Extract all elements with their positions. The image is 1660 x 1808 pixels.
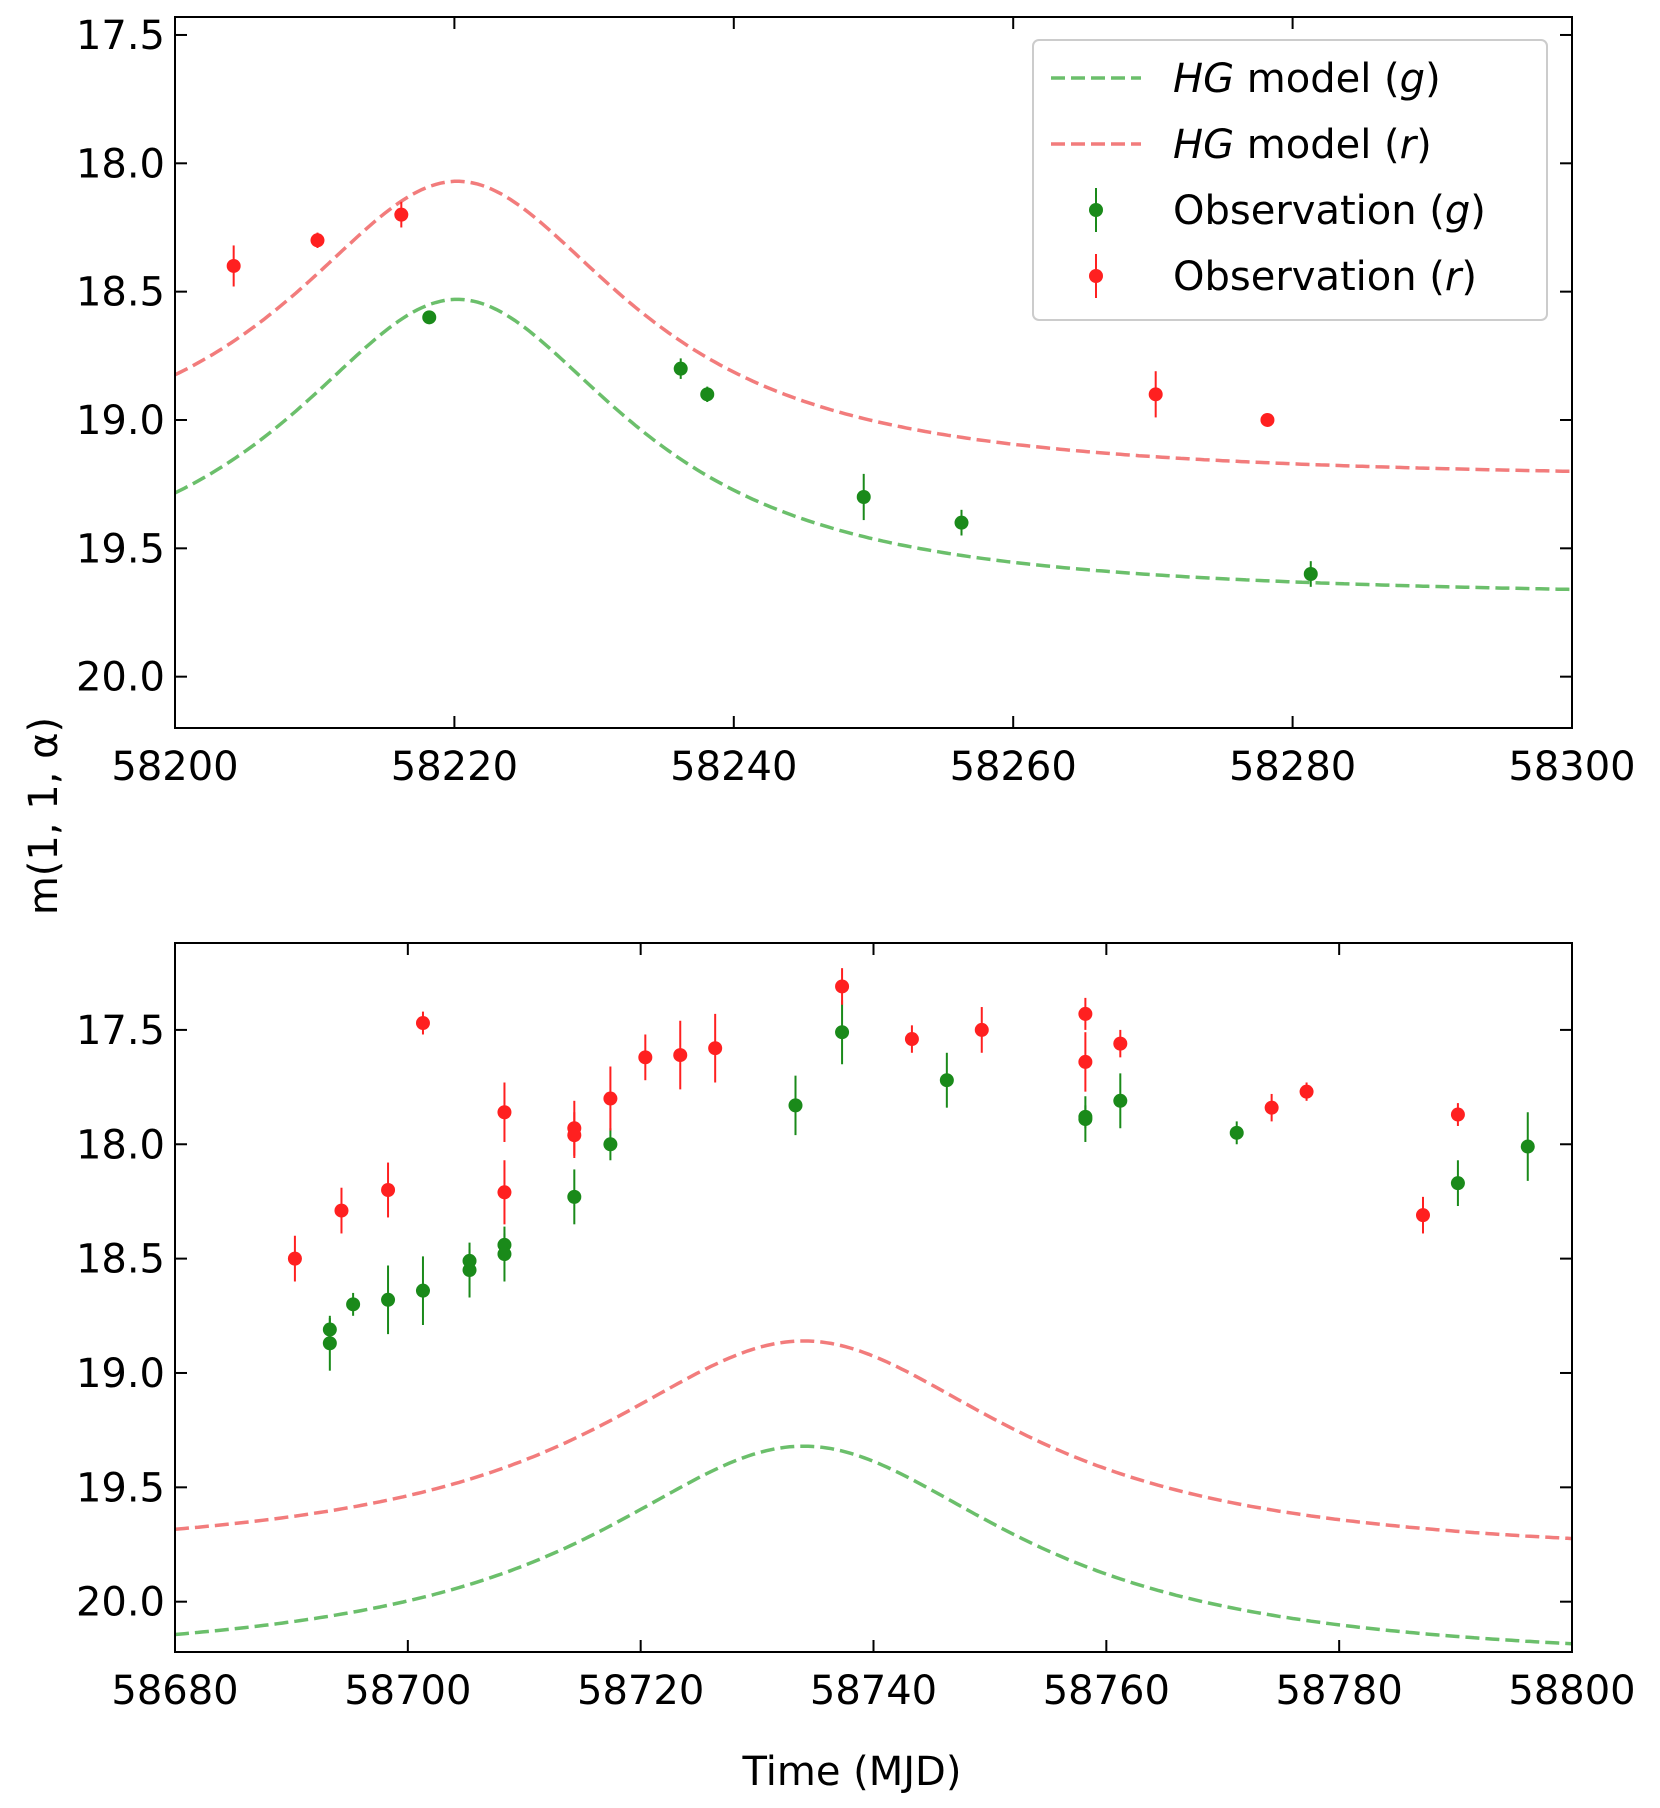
- observation-point-r: [497, 1160, 512, 1225]
- observation-point-g: [462, 1242, 477, 1298]
- x-tick-label: 58780: [1276, 1668, 1403, 1714]
- legend-label: HG model (g): [1173, 56, 1441, 102]
- observation-point-r: [673, 1020, 688, 1090]
- observation-point-g: [673, 358, 688, 379]
- observation-point-g: [346, 1292, 361, 1316]
- x-tick-label: 58280: [1229, 744, 1356, 790]
- legend-entry: Observation (r): [1089, 254, 1477, 300]
- observation-point-g: [856, 473, 871, 521]
- observation-point-g: [788, 1075, 803, 1136]
- observation-point-r: [603, 1066, 618, 1131]
- observation-point-g: [1450, 1160, 1465, 1207]
- observation-point-r: [287, 1235, 302, 1282]
- y-tick-label: 19.0: [76, 398, 165, 444]
- y-tick-label: 17.5: [76, 13, 165, 59]
- observation-point-r: [381, 1162, 396, 1218]
- legend-entry: Observation (g): [1089, 188, 1486, 234]
- plot-area: [175, 968, 1572, 1646]
- observation-point-r: [708, 1013, 723, 1083]
- y-tick-label: 19.0: [76, 1351, 165, 1397]
- x-tick-label: 58720: [577, 1668, 704, 1714]
- observation-point-r: [1264, 1093, 1279, 1122]
- x-tick-label: 58760: [1043, 1668, 1170, 1714]
- observation-point-g: [954, 509, 969, 536]
- observation-point-r: [1078, 1032, 1093, 1092]
- bottom-panel: 58680 58700 58720 58740 58760 58780 58800 17.5 1…: [76, 942, 1636, 1714]
- legend-swatch-point: [1089, 203, 1103, 217]
- observation-point-g: [603, 1128, 618, 1161]
- y-tick-label: 20.0: [76, 1580, 165, 1626]
- observation-point-g: [567, 1169, 582, 1225]
- x-tick-label: 58680: [111, 1668, 238, 1714]
- observation-point-g: [1303, 561, 1318, 587]
- observation-point-g: [422, 310, 437, 325]
- observation-point-r: [334, 1187, 349, 1234]
- y-tick-label: 20.0: [76, 655, 165, 701]
- x-axis-label: Time (MJD): [742, 1749, 962, 1795]
- observation-point-r: [835, 968, 850, 1005]
- y-tick-label: 18.0: [76, 141, 165, 187]
- x-tick-label: 58200: [111, 744, 238, 790]
- observation-point-g: [1113, 1073, 1128, 1129]
- observation-point-r: [226, 245, 241, 287]
- observation-point-g: [1078, 1096, 1093, 1142]
- observation-point-r: [974, 1007, 989, 1053]
- observation-point-r: [415, 1011, 430, 1035]
- top-panel: 58200 58220 58240 58260 58280 58300 17.5 18.0 18…: [76, 13, 1636, 790]
- legend-box: [1032, 39, 1548, 321]
- model-curve-r: [175, 1339, 1572, 1541]
- y-tick-label: 18.0: [76, 1122, 165, 1168]
- legend-swatch-point: [1089, 269, 1103, 283]
- model-curve-g: [175, 1444, 1572, 1646]
- observation-point-r: [567, 1112, 582, 1158]
- y-tick-label: 18.5: [76, 270, 165, 316]
- y-tick-label: 19.5: [76, 526, 165, 572]
- plot-area: [175, 179, 1572, 592]
- x-tick-label: 58240: [670, 744, 797, 790]
- x-tick-label: 58220: [391, 744, 518, 790]
- observation-point-r: [1415, 1196, 1430, 1234]
- y-tick-label: 19.5: [76, 1465, 165, 1511]
- legend-label: HG model (r): [1173, 122, 1432, 168]
- legend-entry: HG model (r): [1051, 122, 1432, 168]
- observation-point-g: [415, 1256, 430, 1325]
- observation-point-r: [1148, 371, 1163, 418]
- legend-label: Observation (r): [1173, 254, 1477, 300]
- x-tick-label: 58740: [810, 1668, 937, 1714]
- x-tick-label: 58260: [950, 744, 1077, 790]
- legend-entry: HG model (g): [1051, 56, 1441, 102]
- observation-point-r: [1113, 1029, 1128, 1058]
- observation-point-r: [1260, 412, 1275, 427]
- x-tick-label: 58700: [344, 1668, 471, 1714]
- observation-point-r: [1078, 997, 1093, 1030]
- y-tick-label: 18.5: [76, 1237, 165, 1283]
- observation-point-g: [497, 1226, 512, 1282]
- observation-point-r: [497, 1082, 512, 1142]
- observation-point-r: [638, 1034, 653, 1081]
- legend-label: Observation (g): [1173, 188, 1486, 234]
- observation-point-g: [1229, 1121, 1244, 1145]
- observation-point-g: [322, 1315, 337, 1371]
- axes-frame: [174, 16, 1573, 729]
- legend: HG model (g) HG model (r) Observation (g) O…: [1032, 39, 1548, 321]
- observation-point-g: [1520, 1112, 1535, 1181]
- observation-point-g: [700, 386, 715, 403]
- observation-point-r: [904, 1025, 919, 1053]
- x-tick-label: 58300: [1508, 744, 1635, 790]
- observation-point-r: [394, 201, 409, 228]
- observation-point-g: [381, 1265, 396, 1335]
- y-tick-label: 17.5: [76, 1008, 165, 1054]
- model-curve-r: [175, 179, 1572, 474]
- x-tick-label: 58800: [1508, 1668, 1635, 1714]
- observation-point-r: [310, 232, 325, 249]
- observation-point-g: [835, 1000, 850, 1065]
- observation-point-r: [1450, 1103, 1465, 1126]
- observation-point-r: [1299, 1082, 1314, 1101]
- model-curve-g: [175, 297, 1572, 592]
- y-axis-label: m(1, 1, α): [21, 717, 67, 915]
- observation-point-g: [939, 1052, 954, 1108]
